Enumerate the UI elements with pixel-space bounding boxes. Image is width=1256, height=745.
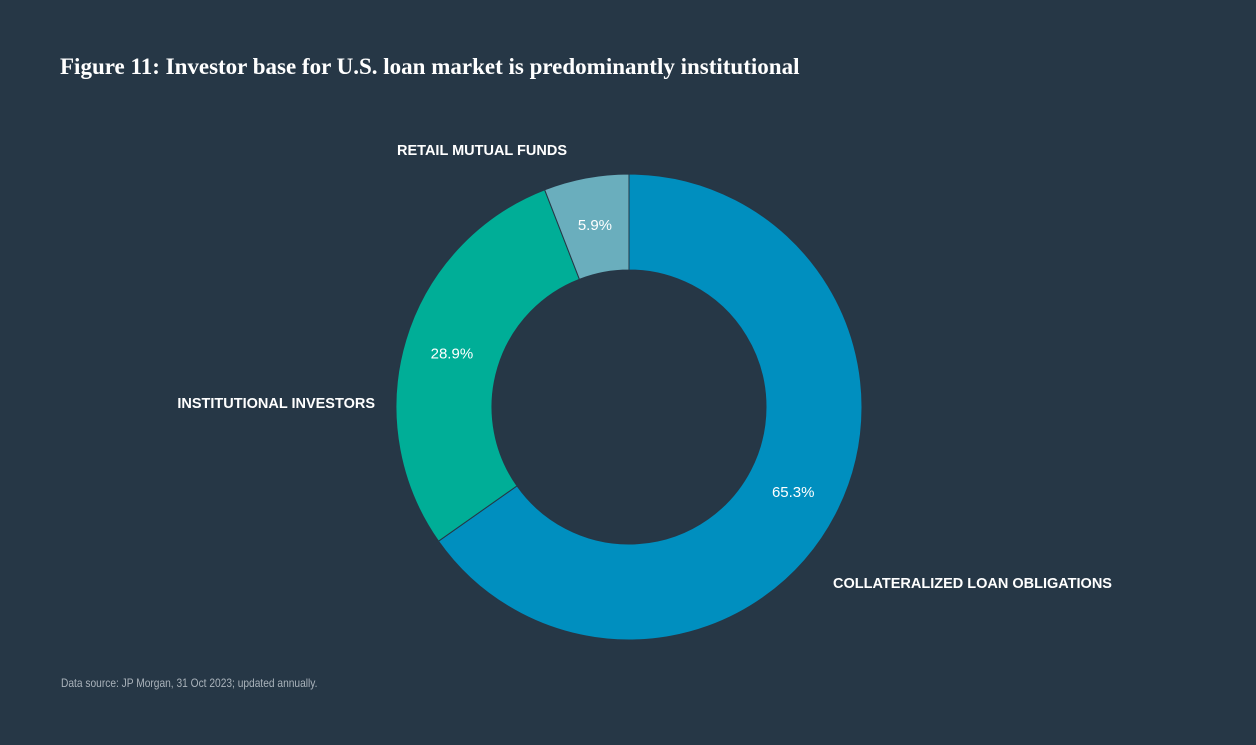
value-label: 5.9% [578, 217, 612, 234]
category-label: COLLATERALIZED LOAN OBLIGATIONS [833, 576, 1112, 592]
chart-title: Figure 11: Investor base for U.S. loan m… [60, 54, 800, 79]
slice-retail-mutual-funds [544, 173, 630, 280]
slice-collateralized-loan-obligations [437, 173, 863, 641]
category-label: INSTITUTIONAL INVESTORS [177, 396, 375, 412]
value-label: 28.9% [431, 345, 474, 362]
slice-institutional-investors [395, 189, 581, 542]
value-label: 65.3% [772, 484, 815, 501]
data-source-note: Data source: JP Morgan, 31 Oct 2023; upd… [61, 676, 318, 690]
category-label: RETAIL MUTUAL FUNDS [397, 143, 567, 159]
